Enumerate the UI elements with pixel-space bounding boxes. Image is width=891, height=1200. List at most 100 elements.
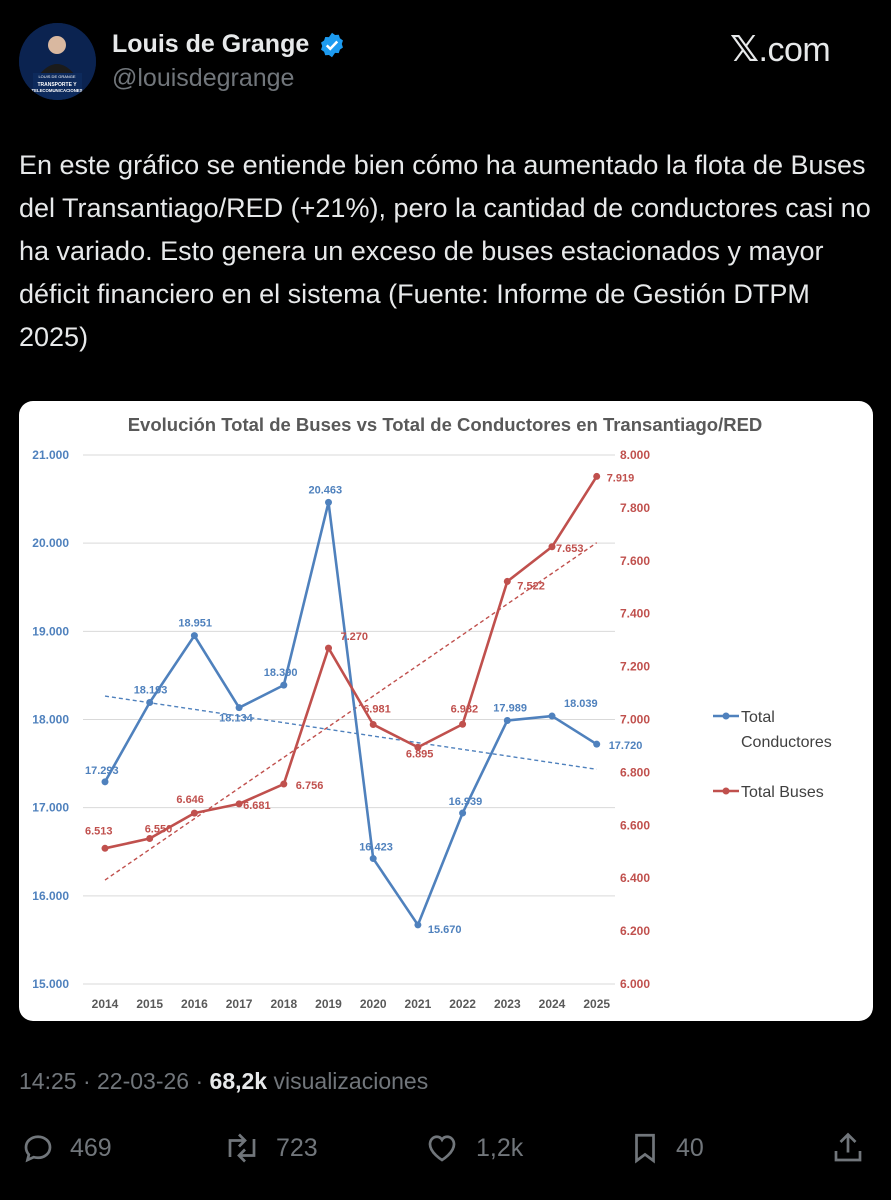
- point-conductores: [593, 740, 601, 748]
- data-label-buses: 7.653: [556, 543, 584, 555]
- x-logo-text: .com: [758, 31, 831, 69]
- avatar-caption: LOUIS DE GRANGE: [38, 74, 75, 79]
- data-label-conductores: 16.423: [359, 842, 393, 854]
- avatar-caption: TELECOMUNICACIONES: [31, 88, 82, 93]
- series-line-conductores: [103, 501, 598, 927]
- right-tick-label: 6.400: [620, 871, 650, 885]
- right-tick-label: 6.000: [620, 977, 650, 991]
- trendline-buses: [104, 542, 598, 881]
- data-label-conductores: 18.951: [178, 618, 212, 630]
- legend-marker-buses: [722, 787, 730, 795]
- point-conductores: [325, 498, 332, 506]
- heart-icon: [428, 1135, 456, 1162]
- separator: ·: [189, 1068, 210, 1094]
- chart-image[interactable]: 15.000 16.000 17.000 18.000 19.000 20.000 21.0…: [19, 401, 873, 1021]
- tweet-text: En este gráfico se entiende bien cómo ha…: [19, 150, 871, 352]
- x-tick-label: 2021: [405, 997, 432, 1011]
- data-label-conductores: 17.720: [609, 740, 643, 752]
- legend-label-conductores: Total: [741, 709, 775, 726]
- point-conductores: [459, 809, 467, 817]
- data-label-conductores: 18.039: [564, 698, 598, 710]
- like-count: 1,2k: [476, 1133, 524, 1162]
- point-conductores: [280, 681, 288, 689]
- point-buses: [280, 780, 288, 788]
- left-tick-label: 15.000: [32, 977, 69, 991]
- x-tick-label: 2016: [181, 997, 208, 1011]
- x-tick-label: 2022: [449, 997, 476, 1011]
- bookmark-count: 40: [676, 1133, 704, 1162]
- point-buses: [190, 809, 198, 817]
- action-bar: 469 723 1,2k 40: [0, 1120, 891, 1180]
- repost-count: 723: [276, 1133, 318, 1162]
- legend-label-buses: Total Buses: [741, 784, 824, 801]
- right-tick-label: 7.000: [620, 713, 650, 727]
- user-handle[interactable]: @louisdegrange: [112, 64, 295, 92]
- point-buses: [146, 835, 154, 843]
- left-tick-label: 18.000: [32, 713, 69, 727]
- avatar-caption: TRANSPORTE Y: [37, 82, 77, 88]
- point-conductores: [235, 704, 243, 712]
- x-tick-label: 2015: [136, 997, 163, 1011]
- point-conductores: [146, 698, 154, 706]
- point-conductores: [548, 712, 556, 720]
- data-label-conductores: 20.463: [309, 484, 343, 496]
- views-count: 68,2k: [209, 1068, 268, 1094]
- reply-button[interactable]: 469: [20, 1128, 112, 1168]
- left-tick-label: 19.000: [32, 624, 69, 638]
- right-tick-label: 7.400: [620, 607, 650, 621]
- verified-badge-icon: [321, 32, 343, 58]
- data-label-buses: 6.895: [406, 748, 434, 760]
- data-label-conductores: 18.390: [264, 667, 298, 679]
- data-label-conductores: 17.293: [85, 765, 119, 777]
- x-tick-label: 2023: [494, 997, 521, 1011]
- tweet-meta: 14:25 · 22-03-26 · 68,2k visualizaciones: [19, 1068, 428, 1095]
- views-label: visualizaciones: [267, 1068, 429, 1094]
- data-label-buses: 6.513: [85, 825, 113, 837]
- left-tick-label: 20.000: [32, 536, 69, 550]
- x-tick-label: 2014: [92, 997, 119, 1011]
- right-tick-label: 7.800: [620, 501, 650, 515]
- repost-icon: [228, 1133, 256, 1163]
- like-button[interactable]: 1,2k: [422, 1128, 523, 1168]
- point-buses: [369, 721, 377, 729]
- tweet-date[interactable]: 22-03-26: [97, 1068, 190, 1094]
- data-label-buses: 6.550: [145, 824, 173, 836]
- bookmark-button[interactable]: 40: [628, 1128, 704, 1168]
- data-label-buses: 6.756: [296, 780, 324, 792]
- bookmark-icon: [635, 1133, 655, 1164]
- point-conductores: [414, 921, 422, 929]
- right-tick-label: 8.000: [620, 448, 650, 462]
- reply-icon: [24, 1135, 52, 1163]
- point-buses: [503, 577, 511, 585]
- data-label-conductores: 18.134: [219, 713, 254, 725]
- x-logo: 𝕏.com: [730, 28, 831, 70]
- right-tick-label: 6.200: [620, 924, 650, 938]
- display-name[interactable]: Louis de Grange: [112, 30, 310, 58]
- x-tick-label: 2024: [539, 997, 566, 1011]
- point-buses: [548, 543, 556, 551]
- trendline-conductores: [104, 695, 597, 771]
- avatar[interactable]: LOUIS DE GRANGE TRANSPORTE Y TELECOMUNIC…: [19, 23, 96, 100]
- right-tick-label: 6.600: [620, 818, 650, 832]
- point-buses: [325, 644, 332, 652]
- point-buses: [414, 743, 422, 751]
- x-logo-icon: 𝕏: [730, 28, 759, 69]
- chart: 15.000 16.000 17.000 18.000 19.000 20.000 21.0…: [32, 414, 831, 1011]
- data-label-buses: 6.981: [363, 704, 391, 716]
- data-label-buses: 7.522: [517, 580, 545, 592]
- left-tick-label: 17.000: [32, 801, 69, 815]
- x-tick-label: 2017: [226, 997, 253, 1011]
- data-label-conductores: 16.939: [449, 796, 483, 808]
- x-tick-label: 2018: [270, 997, 297, 1011]
- tweet-time[interactable]: 14:25: [19, 1068, 77, 1094]
- share-button[interactable]: [830, 1128, 880, 1168]
- chart-title: Evolución Total de Buses vs Total de Con…: [128, 414, 763, 435]
- legend-marker-conductores: [722, 712, 730, 720]
- left-tick-label: 21.000: [32, 448, 69, 462]
- data-label-buses: 7.270: [341, 631, 369, 643]
- data-label-buses: 6.982: [451, 703, 479, 715]
- data-label-conductores: 17.989: [493, 702, 527, 714]
- point-conductores: [101, 778, 109, 786]
- point-conductores: [190, 632, 198, 640]
- repost-button[interactable]: 723: [222, 1128, 318, 1168]
